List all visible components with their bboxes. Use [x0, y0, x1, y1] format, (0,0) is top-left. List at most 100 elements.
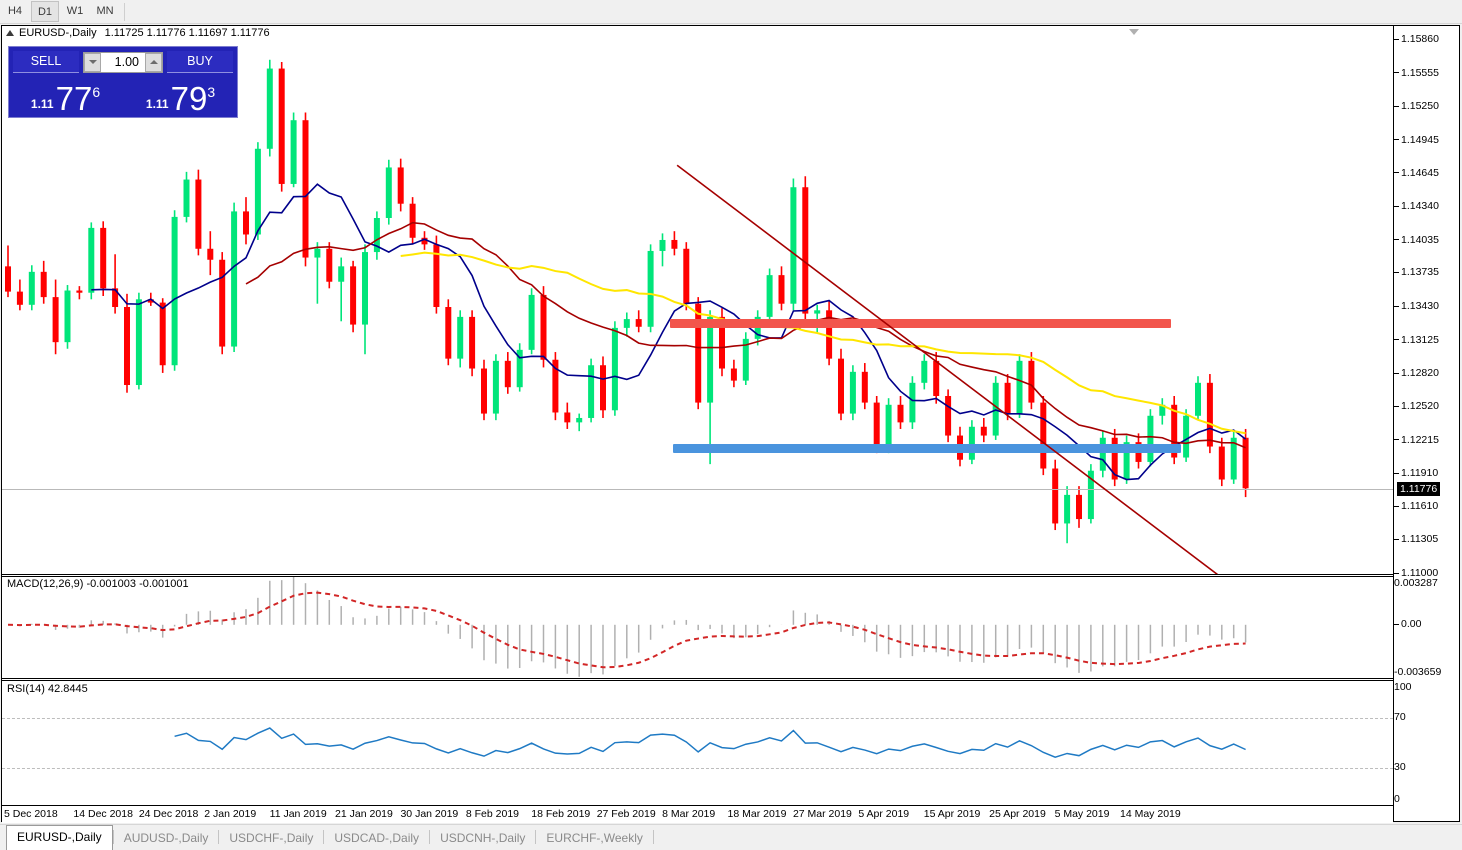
time-tick-label: 5 Dec 2018	[4, 808, 58, 820]
price-tick-label: 1.14340	[1401, 200, 1439, 212]
rsi-label: RSI(14) 42.8445	[7, 683, 88, 695]
time-tick-label: 30 Jan 2019	[400, 808, 459, 820]
chart-tab-usdcnh[interactable]: USDCNH-,Daily	[440, 831, 526, 845]
price-tick: 1.11000	[1394, 567, 1438, 579]
macd-plot	[7, 577, 1247, 677]
chart-marker-icon	[1129, 29, 1139, 35]
time-tick-label: 5 May 2019	[1054, 808, 1110, 820]
chart-tab-eurusd[interactable]: EURUSD-,Daily	[6, 825, 113, 850]
rsi-tick-label: 30	[1394, 760, 1406, 773]
tab-divider	[218, 830, 220, 844]
chart-window: EURUSD-,Daily 1.11725 1.11776 1.11697 1.…	[1, 25, 1460, 823]
rsi-tick: 30	[1394, 761, 1406, 773]
price-tick: 1.13735	[1394, 266, 1439, 278]
current-price-line	[2, 488, 1393, 490]
buy-price-fraction: 3	[207, 84, 216, 100]
tab-divider	[652, 830, 654, 844]
price-tick: 1.15860	[1394, 33, 1439, 45]
resistance-band[interactable]	[670, 319, 1172, 329]
volume-decrease-button[interactable]	[84, 52, 101, 72]
sell-button[interactable]: SELL	[13, 51, 79, 73]
buy-price-prefix: 1.11	[145, 97, 169, 111]
time-tick-label: 21 Jan 2019	[335, 808, 393, 820]
volume-stepper[interactable]: 1.00	[83, 51, 163, 73]
price-tick: 1.14945	[1394, 134, 1439, 146]
rsi-tick-label: 0	[1394, 793, 1400, 805]
price-tick: 1.14340	[1394, 200, 1439, 212]
price-tick: 1.15250	[1394, 100, 1439, 112]
triangle-up-icon[interactable]	[6, 30, 14, 36]
time-tick-label: 24 Dec 2018	[138, 808, 199, 820]
macd-pane[interactable]: MACD(12,26,9) -0.001003 -0.001001	[2, 577, 1393, 678]
candlestick-plot	[5, 59, 1249, 544]
tab-divider	[112, 830, 114, 844]
time-tick-label: 14 May 2019	[1120, 808, 1181, 820]
toolbar-divider	[124, 2, 125, 21]
pane-divider-1b	[2, 576, 1459, 577]
price-tick: 1.11910	[1394, 467, 1438, 479]
pane-divider-2b	[2, 680, 1459, 681]
timeframe-d1[interactable]: D1	[31, 1, 59, 22]
price-tick-label: 1.14035	[1401, 233, 1439, 246]
price-axis[interactable]: 1.15860 1.15555 1.15250 1.14945 1.14645 1.143…	[1393, 26, 1459, 821]
rsi-overbought-line	[2, 718, 1393, 720]
price-tick-label: 1.11910	[1401, 467, 1439, 479]
volume-increase-button[interactable]	[145, 52, 162, 72]
time-tick-label: 8 Mar 2019	[662, 808, 716, 820]
tab-divider	[323, 830, 325, 844]
time-tick-label: 18 Feb 2019	[531, 808, 591, 820]
buy-price-big: 79	[170, 80, 208, 117]
price-tick-label: 1.15860	[1401, 33, 1439, 45]
rsi-tick-label: 70	[1394, 711, 1406, 724]
macd-label: MACD(12,26,9) -0.001003 -0.001001	[7, 578, 189, 590]
price-tick: 1.12820	[1394, 367, 1439, 379]
chart-tab-usdchf[interactable]: USDCHF-,Daily	[229, 831, 314, 845]
buy-price[interactable]: 1.11 79 3	[124, 74, 237, 117]
sell-price[interactable]: 1.11 77 6	[9, 74, 124, 117]
time-tick-label: 25 Apr 2019	[989, 808, 1046, 820]
chart-tabs[interactable]: EURUSD-,Daily AUDUSD-,Daily USDCHF-,Daily U…	[0, 824, 1462, 850]
price-tick-label: 1.11610	[1401, 499, 1439, 512]
chart-symbol-label: EURUSD-,Daily	[19, 27, 97, 39]
timeframe-h4[interactable]: H4	[7, 5, 23, 17]
price-pane[interactable]	[2, 40, 1393, 574]
price-tick: 1.11610	[1394, 500, 1438, 512]
pane-divider-1	[2, 574, 1459, 575]
rsi-pane[interactable]: RSI(14) 42.8445	[2, 681, 1393, 805]
timeframe-w1[interactable]: W1	[66, 5, 84, 17]
chart-ohlc-label: 1.11725 1.11776 1.11697 1.11776	[104, 27, 270, 39]
support-band[interactable]	[672, 443, 1182, 453]
price-tick-label: 1.13125	[1401, 333, 1439, 346]
price-tick: 1.11305	[1394, 533, 1438, 545]
time-tick-label: 11 Jan 2019	[269, 808, 327, 820]
macd-tick: 0.00	[1394, 618, 1421, 630]
chart-tab-audusd[interactable]: AUDUSD-,Daily	[123, 831, 209, 845]
price-tick: 1.13125	[1394, 334, 1439, 346]
rsi-tick: 100	[1394, 681, 1412, 693]
macd-tick: 0.003287	[1394, 577, 1438, 589]
price-tick: 1.12215	[1394, 434, 1439, 446]
time-tick-label: 14 Dec 2018	[73, 808, 133, 820]
tab-divider	[429, 830, 431, 844]
price-tick-label: 1.14645	[1401, 166, 1439, 179]
trade-panel-prices: 1.11 77 6 1.11 79 3	[9, 74, 237, 117]
timeframe-mn[interactable]: MN	[96, 5, 114, 17]
rsi-tick: 0	[1394, 793, 1400, 805]
time-tick-label: 18 Mar 2019	[727, 808, 787, 820]
caret-up-icon	[149, 60, 158, 64]
timeframe-toolbar: H4 D1 W1 MN	[0, 0, 1462, 24]
chart-tab-usdcad[interactable]: USDCAD-,Daily	[334, 831, 420, 845]
price-tick-label: 1.11305	[1401, 533, 1439, 546]
volume-input[interactable]: 1.00	[101, 52, 145, 72]
time-tick-label: 8 Feb 2019	[465, 808, 520, 820]
time-axis[interactable]: 5 Dec 2018 14 Dec 2018 24 Dec 2018 2 Jan 20…	[2, 805, 1393, 823]
sell-price-big: 77	[55, 80, 93, 117]
price-tick-label: 1.15555	[1401, 66, 1439, 79]
price-tick-label: 1.14945	[1401, 133, 1439, 146]
buy-button[interactable]: BUY	[167, 51, 233, 73]
pane-divider-2	[2, 678, 1459, 679]
chart-tab-eurchf[interactable]: EURCHF-,Weekly	[546, 831, 643, 845]
price-tick-label: 1.13430	[1401, 300, 1439, 312]
one-click-trading-panel[interactable]: SELL 1.00 BUY 1.11 77 6	[8, 46, 238, 118]
